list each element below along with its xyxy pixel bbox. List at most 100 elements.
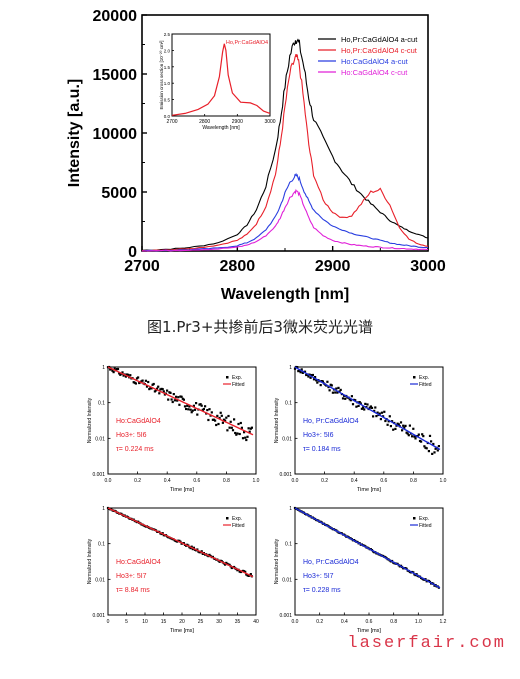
exp-point — [249, 573, 252, 576]
panel-x-tick-label: 40 — [253, 619, 259, 625]
exp-point — [172, 393, 175, 396]
exp-point — [215, 423, 218, 427]
exp-point — [362, 406, 365, 409]
exp-point — [119, 373, 122, 376]
panel-annotation-1: Ho3+: 5I6 — [116, 432, 147, 439]
panel-annotation-2: τ= 0.228 ms — [303, 587, 341, 594]
panel-x-tick-label: 0.0 — [292, 478, 299, 484]
exp-point — [250, 426, 253, 429]
exp-point — [401, 429, 404, 432]
decay-panel-3: 0 5 10 15 20 25 30 35 40 1 0.1 0.01 0.001 Time [ms] No… — [87, 506, 259, 634]
inset-title: Ho,Pr:CaGdAlO4 — [226, 40, 268, 46]
exp-point — [190, 545, 193, 548]
exp-point — [368, 406, 371, 409]
exp-point — [298, 369, 301, 372]
x-tick-label: 2900 — [315, 258, 351, 275]
legend-entry-2: Ho:CaGdAlO4 a-cut — [341, 57, 409, 66]
exp-point — [228, 426, 231, 429]
inset-series-line — [171, 43, 271, 116]
exp-point — [188, 405, 191, 408]
exp-point — [177, 396, 180, 399]
exp-point — [236, 432, 239, 435]
inset-y-axis-label: Emission cross section [10⁻²⁰ cm²] — [159, 41, 164, 110]
exp-point — [246, 435, 249, 438]
exp-point — [201, 552, 204, 555]
exp-point — [200, 550, 203, 553]
exp-point — [437, 445, 440, 448]
exp-point — [364, 402, 367, 405]
exp-point — [220, 414, 223, 417]
exp-point — [206, 409, 209, 412]
panel-y-tick-label: 1 — [102, 365, 105, 371]
exp-point — [383, 410, 386, 413]
exp-point — [369, 405, 372, 408]
exp-point — [413, 435, 416, 438]
exp-point — [175, 395, 178, 398]
exp-point — [363, 408, 366, 411]
exp-point — [307, 375, 310, 378]
exp-point — [244, 570, 247, 573]
y-tick-label: 20000 — [93, 8, 138, 25]
legend-exp-label: Exp. — [419, 516, 429, 522]
exp-point — [207, 418, 210, 422]
exp-point — [378, 412, 381, 415]
exp-point — [423, 445, 426, 448]
inset-x-tick-label: 3000 — [264, 119, 275, 125]
panel-y-tick-label: 1 — [289, 365, 292, 371]
exp-point — [386, 423, 389, 426]
exp-point — [310, 374, 313, 377]
exp-point — [191, 409, 194, 412]
panel-x-tick-label: 15 — [161, 619, 167, 625]
legend-exp-label: Exp. — [419, 375, 429, 381]
x-tick-label: 2800 — [220, 258, 256, 275]
exp-point — [192, 404, 195, 407]
panel-y-tick-label: 0.1 — [285, 542, 292, 548]
panel-x-tick-label: 0.8 — [410, 478, 417, 484]
inset-y-tick-label: 0.5 — [164, 98, 171, 103]
exp-point — [315, 379, 318, 382]
exp-point — [224, 419, 227, 422]
exp-point — [171, 400, 174, 404]
legend-fit-label: Fitted — [419, 382, 432, 388]
legend-entry-0: Ho,Pr:CaGdAlO4 a-cut — [341, 35, 418, 44]
series-line-1 — [141, 53, 429, 252]
panel-x-tick-label: 0.6 — [193, 478, 200, 484]
exp-point — [388, 415, 391, 418]
exp-point — [227, 414, 230, 418]
exp-point — [399, 421, 403, 424]
inset-x-tick-label: 2800 — [199, 119, 210, 125]
exp-point — [380, 411, 384, 414]
inset-frame — [171, 33, 271, 117]
exp-point — [157, 385, 160, 388]
exp-point — [150, 387, 153, 390]
panel-annotation-2: τ= 0.224 ms — [116, 446, 154, 453]
exp-point — [407, 434, 410, 437]
series-line-3 — [142, 188, 429, 252]
exp-point — [176, 399, 179, 402]
exp-point — [300, 368, 303, 371]
panel-y-tick-label: 0.1 — [98, 542, 105, 548]
exp-point — [225, 416, 228, 419]
exp-point — [234, 431, 237, 435]
panel-y-tick-label: 0.1 — [98, 401, 105, 407]
exp-point — [433, 451, 436, 454]
y-tick-label: 0 — [128, 244, 137, 261]
legend-exp-label: Exp. — [232, 516, 242, 522]
exp-point — [341, 397, 345, 400]
exp-point — [343, 394, 346, 397]
exp-point — [224, 563, 227, 566]
exp-point — [311, 373, 314, 377]
exp-point — [314, 376, 317, 379]
panel-x-tick-label: 0.6 — [380, 478, 387, 484]
panel-y-tick-label: 0.001 — [92, 472, 105, 478]
exp-point — [241, 437, 245, 440]
panel-frame — [294, 366, 444, 475]
inset-x-tick-label: 2700 — [166, 119, 177, 125]
exp-point — [231, 429, 235, 432]
y-tick-label: 10000 — [93, 126, 138, 143]
exp-point — [327, 386, 330, 389]
panel-annotation-0: Ho:CaGdAlO4 — [116, 559, 161, 566]
exp-point — [235, 433, 238, 436]
exp-point — [237, 422, 240, 426]
fit-line — [294, 366, 441, 451]
